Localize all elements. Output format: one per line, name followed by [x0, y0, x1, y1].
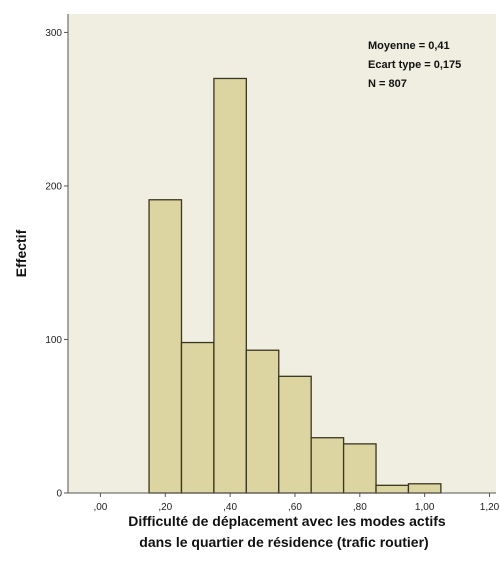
- x-axis-title-line1: Difficulté de déplacement avec les modes…: [128, 513, 446, 529]
- y-axis-title: Effectif: [13, 229, 29, 277]
- stat-line-2: Ecart type = 0,175: [368, 59, 461, 71]
- histogram-bar-7: [342, 443, 377, 494]
- y-tick-label: 200: [45, 181, 62, 192]
- x-tick-label: 1,00: [415, 502, 435, 513]
- bars-group: [148, 77, 442, 494]
- y-tick-label: 300: [45, 28, 62, 39]
- x-tick-label: ,20: [158, 502, 172, 513]
- histogram-bar-5: [278, 375, 312, 494]
- stats-box: Moyenne = 0,41 Ecart type = 0,175 N = 807: [368, 40, 461, 90]
- histogram-bar-4: [245, 349, 280, 494]
- x-axis-title-line2: dans le quartier de résidence (trafic ro…: [139, 534, 428, 550]
- histogram-bar-9: [407, 483, 442, 494]
- histogram-bar-2: [180, 341, 215, 494]
- histogram-bar-1: [148, 199, 183, 494]
- histogram-bar-3: [213, 77, 247, 494]
- histogram-bar-6: [310, 437, 345, 494]
- x-tick-label: ,60: [288, 502, 302, 513]
- histogram-bar-8: [375, 484, 410, 494]
- y-tick-label: 100: [45, 335, 62, 346]
- x-tick-label: ,00: [93, 502, 107, 513]
- stat-line-1: Moyenne = 0,41: [368, 40, 450, 52]
- x-tick-label: ,80: [353, 502, 367, 513]
- y-tick-label: 0: [56, 489, 62, 500]
- x-tick-label: ,40: [223, 502, 237, 513]
- x-tick-label: 1,20: [480, 502, 500, 513]
- stat-line-3: N = 807: [368, 78, 407, 90]
- axes-group: 0 100 200 300 ,00 ,20 ,40 ,60 ,80 1,00 1,20: [45, 14, 500, 513]
